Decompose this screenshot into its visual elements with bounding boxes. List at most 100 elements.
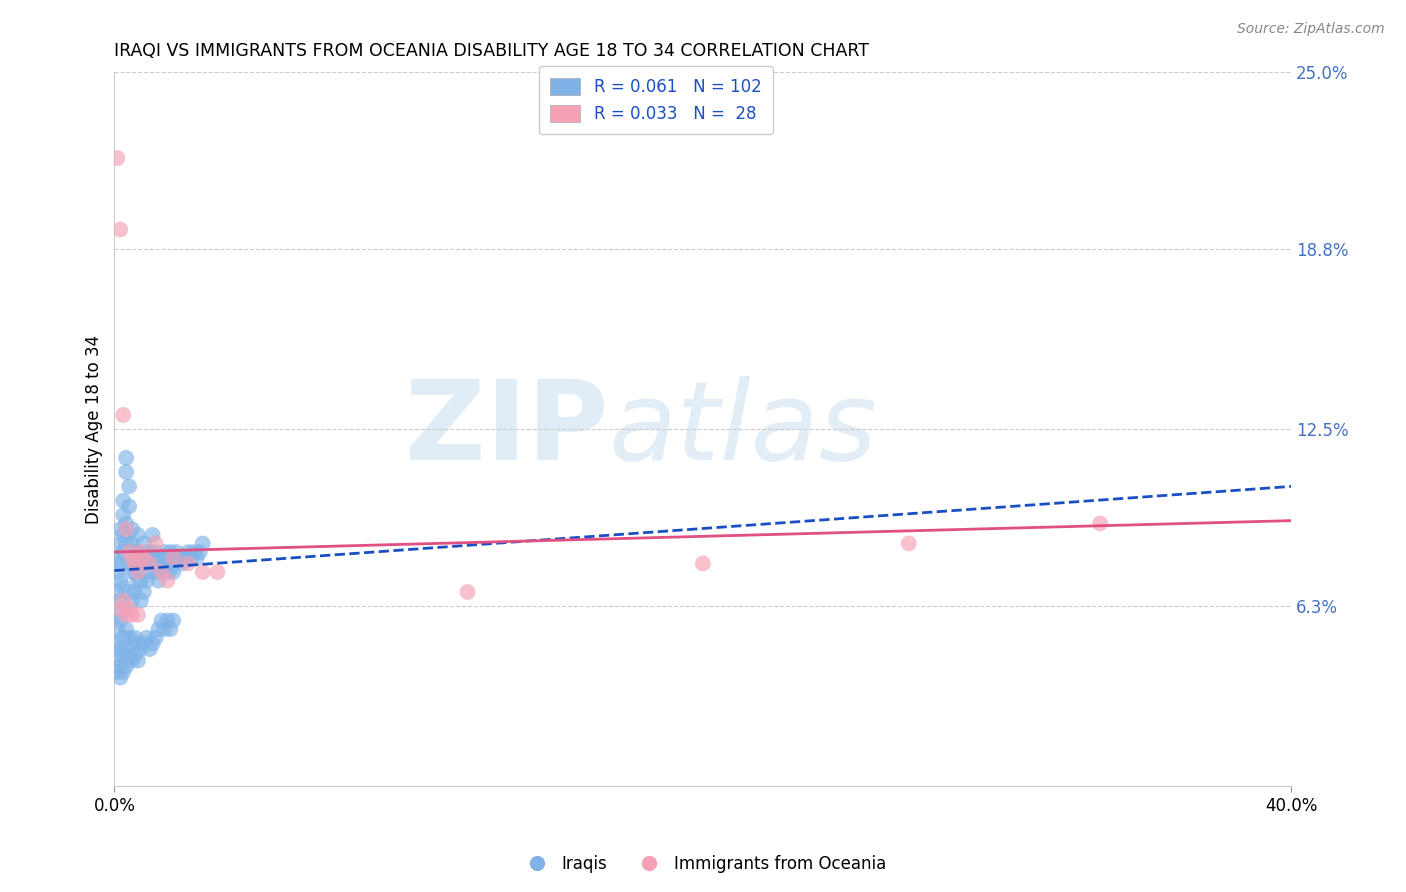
Point bbox=[110, 574, 132, 588]
Point bbox=[112, 508, 135, 522]
Point bbox=[121, 522, 143, 536]
Point bbox=[105, 650, 128, 665]
Point bbox=[112, 528, 135, 542]
Point bbox=[115, 622, 138, 636]
Point bbox=[148, 574, 170, 588]
Point bbox=[132, 557, 155, 571]
Point bbox=[118, 500, 141, 514]
Point bbox=[121, 593, 143, 607]
Point bbox=[127, 565, 149, 579]
Point bbox=[167, 550, 190, 565]
Point bbox=[177, 545, 200, 559]
Point bbox=[142, 636, 165, 650]
Point bbox=[115, 607, 138, 622]
Point bbox=[118, 479, 141, 493]
Point bbox=[115, 659, 138, 673]
Point bbox=[112, 665, 135, 679]
Point bbox=[456, 585, 478, 599]
Point bbox=[145, 565, 167, 579]
Point bbox=[172, 557, 194, 571]
Point bbox=[156, 614, 179, 628]
Point bbox=[142, 528, 165, 542]
Point bbox=[129, 593, 152, 607]
Point bbox=[135, 574, 157, 588]
Point bbox=[162, 614, 184, 628]
Point bbox=[135, 550, 157, 565]
Point bbox=[118, 557, 141, 571]
Text: Source: ZipAtlas.com: Source: ZipAtlas.com bbox=[1237, 22, 1385, 37]
Point bbox=[105, 585, 128, 599]
Point bbox=[135, 631, 157, 645]
Point bbox=[110, 614, 132, 628]
Point bbox=[138, 557, 160, 571]
Point bbox=[115, 465, 138, 479]
Point bbox=[112, 593, 135, 607]
Legend: Iraqis, Immigrants from Oceania: Iraqis, Immigrants from Oceania bbox=[513, 848, 893, 880]
Point bbox=[115, 516, 138, 531]
Point bbox=[121, 536, 143, 550]
Point bbox=[132, 636, 155, 650]
Point bbox=[105, 151, 128, 165]
Point bbox=[897, 536, 920, 550]
Point bbox=[132, 585, 155, 599]
Point bbox=[159, 562, 181, 576]
Point bbox=[118, 650, 141, 665]
Point bbox=[115, 522, 138, 536]
Point bbox=[121, 636, 143, 650]
Point bbox=[121, 607, 143, 622]
Point bbox=[124, 648, 146, 662]
Point bbox=[121, 654, 143, 668]
Point bbox=[188, 545, 211, 559]
Point bbox=[156, 574, 179, 588]
Point bbox=[121, 550, 143, 565]
Point bbox=[142, 550, 165, 565]
Point bbox=[110, 522, 132, 536]
Point bbox=[156, 565, 179, 579]
Point bbox=[1088, 516, 1111, 531]
Point bbox=[165, 545, 187, 559]
Point bbox=[162, 550, 184, 565]
Point bbox=[115, 536, 138, 550]
Point bbox=[138, 545, 160, 559]
Legend: R = 0.061   N = 102, R = 0.033   N =  28: R = 0.061 N = 102, R = 0.033 N = 28 bbox=[538, 67, 773, 135]
Point bbox=[145, 536, 167, 550]
Point bbox=[127, 574, 149, 588]
Point bbox=[129, 642, 152, 657]
Point bbox=[153, 562, 176, 576]
Point bbox=[145, 545, 167, 559]
Point bbox=[105, 565, 128, 579]
Point bbox=[110, 671, 132, 685]
Point bbox=[153, 622, 176, 636]
Point bbox=[110, 642, 132, 657]
Point bbox=[162, 550, 184, 565]
Point bbox=[105, 550, 128, 565]
Point bbox=[110, 222, 132, 236]
Point bbox=[110, 536, 132, 550]
Point bbox=[132, 536, 155, 550]
Point bbox=[138, 642, 160, 657]
Point bbox=[105, 622, 128, 636]
Point bbox=[150, 614, 173, 628]
Point bbox=[127, 636, 149, 650]
Point bbox=[110, 602, 132, 616]
Point bbox=[118, 602, 141, 616]
Point bbox=[110, 593, 132, 607]
Y-axis label: Disability Age 18 to 34: Disability Age 18 to 34 bbox=[86, 334, 103, 524]
Point bbox=[112, 579, 135, 593]
Text: atlas: atlas bbox=[609, 376, 877, 483]
Point bbox=[115, 450, 138, 465]
Point bbox=[148, 557, 170, 571]
Point bbox=[112, 493, 135, 508]
Point bbox=[150, 565, 173, 579]
Point bbox=[127, 654, 149, 668]
Point bbox=[138, 565, 160, 579]
Point bbox=[129, 557, 152, 571]
Point bbox=[118, 585, 141, 599]
Point bbox=[112, 545, 135, 559]
Point bbox=[132, 550, 155, 565]
Point bbox=[191, 536, 214, 550]
Point bbox=[115, 642, 138, 657]
Point bbox=[177, 557, 200, 571]
Point bbox=[153, 545, 176, 559]
Point bbox=[207, 565, 229, 579]
